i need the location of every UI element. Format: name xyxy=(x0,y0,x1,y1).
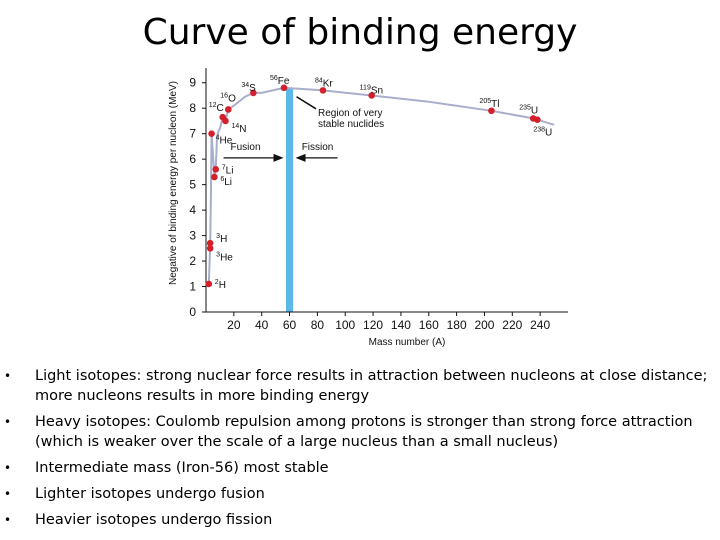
bullet-dot: • xyxy=(4,461,12,475)
bullet-text: Heavier isotopes undergo fission xyxy=(35,512,273,528)
bullet-dot: • xyxy=(4,513,12,527)
x-tick-label: 140 xyxy=(391,318,411,332)
bullet-text: Heavy isotopes: Coulomb repulsion among … xyxy=(35,414,693,450)
isotope-label: 4He xyxy=(216,135,233,147)
bullet-item: • Heavy isotopes: Coulomb repulsion among… xyxy=(4,412,714,452)
isotope-label: 238U xyxy=(533,127,552,139)
region-pointer-line xyxy=(296,96,317,110)
isotope-label: 84Kr xyxy=(315,77,333,89)
isotope-point xyxy=(205,280,213,288)
y-tick-label: 2 xyxy=(189,254,196,268)
fusion-arrow-head xyxy=(273,153,284,162)
x-tick-label: 200 xyxy=(474,318,494,332)
x-tick-label: 240 xyxy=(530,318,550,332)
bullet-list: • Light isotopes: strong nuclear force re… xyxy=(4,366,714,536)
y-tick-label: 1 xyxy=(189,280,196,294)
isotope-point xyxy=(208,130,215,137)
region-label: Region of very xyxy=(318,108,382,119)
fission-label: Fission xyxy=(302,142,334,153)
bullet-item: • Lighter isotopes undergo fusion xyxy=(4,484,714,504)
bullet-item: • Light isotopes: strong nuclear force re… xyxy=(4,366,714,406)
fusion-label: Fusion xyxy=(231,142,261,153)
bullet-text: Light isotopes: strong nuclear force res… xyxy=(35,368,708,404)
isotope-label: 56Fe xyxy=(270,75,290,87)
bullet-item: • Intermediate mass (Iron-56) most stable xyxy=(4,458,714,478)
x-tick-label: 220 xyxy=(502,318,522,332)
y-tick-label: 0 xyxy=(189,305,196,319)
isotope-label: 205Tl xyxy=(479,98,499,110)
isotope-point xyxy=(211,173,218,181)
isotope-label: 235U xyxy=(519,104,538,116)
bullet-dot: • xyxy=(4,487,12,501)
isotope-label: 34S xyxy=(241,82,256,94)
binding-energy-chart: 0 1 2 3 4 5 6 7 8 9 20 40 60 80 100 120 140 160 180 200 220 2… xyxy=(168,68,568,348)
x-tick-label: 160 xyxy=(419,318,439,332)
x-tick-label: 180 xyxy=(447,318,467,332)
x-tick-label: 100 xyxy=(335,318,355,332)
x-axis-title: Mass number (A) xyxy=(369,337,446,348)
isotope-point xyxy=(534,116,541,123)
stable-region-band xyxy=(286,87,294,313)
y-tick-label: 7 xyxy=(189,127,196,141)
isotope-point xyxy=(250,89,257,97)
y-axis-title: Negative of binding energy per nucleon (… xyxy=(168,81,179,285)
bullet-dot: • xyxy=(4,415,12,429)
x-tick-label: 20 xyxy=(227,318,241,332)
isotope-label: 14N xyxy=(231,123,246,135)
isotope-label: 12C xyxy=(209,102,224,114)
region-label: stable nuclides xyxy=(318,119,384,130)
isotope-point xyxy=(488,107,495,115)
isotope-point xyxy=(368,92,375,99)
y-tick-label: 4 xyxy=(189,203,196,217)
y-tick-label: 9 xyxy=(189,76,196,90)
bullet-text: Intermediate mass (Iron-56) most stable xyxy=(35,460,329,476)
isotope-label: 3He xyxy=(216,251,233,263)
x-tick-label: 120 xyxy=(363,318,383,332)
bullet-item: • Heavier isotopes undergo fission xyxy=(4,510,714,530)
isotope-point xyxy=(224,106,232,113)
y-tick-label: 8 xyxy=(189,101,196,115)
isotope-point xyxy=(206,239,214,247)
x-tick-label: 80 xyxy=(311,318,325,332)
y-tick-label: 3 xyxy=(189,229,196,243)
isotope-label: 119Sn xyxy=(360,84,383,96)
isotope-point xyxy=(280,84,288,92)
x-tick-label: 40 xyxy=(255,318,269,332)
isotope-point xyxy=(212,166,220,173)
isotope-label: 16O xyxy=(220,92,236,104)
fission-arrow-head xyxy=(295,153,306,162)
isotope-label: 6Li xyxy=(220,176,232,188)
isotope-label: 3H xyxy=(216,233,227,245)
bullet-text: Lighter isotopes undergo fusion xyxy=(35,486,265,502)
y-tick-label: 5 xyxy=(189,178,196,192)
isotope-point xyxy=(319,87,327,94)
isotope-label: 7Li xyxy=(222,164,234,176)
y-tick-label: 6 xyxy=(189,152,196,166)
isotope-point xyxy=(206,245,214,252)
isotope-label: 2H xyxy=(215,279,226,291)
slide-title: Curve of binding energy xyxy=(142,12,578,53)
x-tick-label: 60 xyxy=(283,318,297,332)
bullet-dot: • xyxy=(4,369,12,383)
isotope-point xyxy=(222,117,229,125)
